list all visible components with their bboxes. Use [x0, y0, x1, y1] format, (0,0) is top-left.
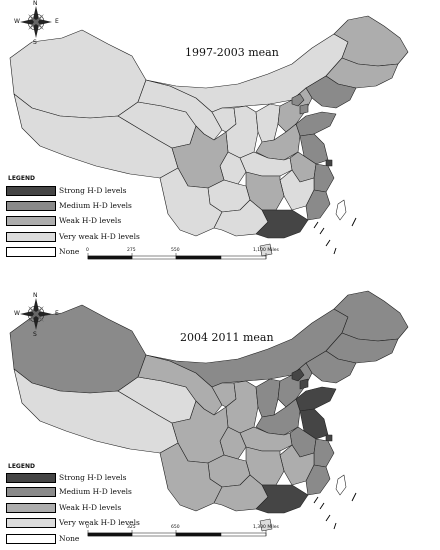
region-heilongjiang	[333, 15, 409, 67]
compass-rose-icon	[20, 6, 52, 38]
nine-dash-line	[313, 492, 357, 530]
legend-heading: LEGEND	[8, 175, 35, 182]
legend-swatch	[6, 518, 56, 528]
region-zhejiang	[313, 163, 335, 193]
legend-label: Medium H-D levels	[59, 201, 132, 210]
compass-west-label: W	[14, 310, 20, 317]
scale-label: 0	[86, 248, 89, 253]
scale-label: 1,300 Miles	[253, 525, 279, 530]
legend-label: Strong H-D levels	[59, 473, 127, 482]
legend-heading: LEGEND	[8, 463, 35, 470]
compass-south-label: S	[33, 331, 37, 338]
compass-west-label: W	[14, 18, 20, 25]
region-shanxi	[255, 378, 281, 418]
region-heilongjiang	[333, 290, 409, 342]
legend-label: Weak H-D levels	[59, 503, 122, 512]
region-xinjiang	[9, 29, 147, 119]
map-panel-2004-2011: N S W E 2004 2011 mean LEGEND Strong H-D…	[0, 275, 440, 550]
china-map-2004-2011	[9, 290, 409, 537]
scale-label: 275	[127, 248, 136, 253]
scale-bar	[87, 530, 267, 537]
map-title: 1997-2003 mean	[185, 46, 279, 59]
legend-label: Very weak H-D levels	[59, 232, 140, 241]
scale-label: 325	[127, 525, 136, 530]
compass-east-label: E	[55, 18, 59, 25]
legend-swatch	[6, 232, 56, 242]
compass-north-label: N	[33, 292, 38, 299]
region-taiwan	[335, 474, 347, 496]
legend-swatch	[6, 487, 56, 497]
scale-bar	[87, 253, 267, 260]
legend-swatch	[6, 216, 56, 226]
map-panel-1997-2003: N S W E 1997-2003 mean LEGEND Strong H-D…	[6, 0, 409, 260]
region-beijing	[291, 93, 305, 107]
region-guangdong	[255, 484, 309, 514]
region-hainan	[259, 518, 273, 532]
region-zhejiang	[313, 438, 335, 468]
region-henan	[255, 398, 301, 436]
region-taiwan	[335, 199, 347, 221]
compass-south-label: S	[33, 39, 37, 46]
legend-swatch	[6, 247, 56, 257]
scale-label: 550	[171, 248, 180, 253]
legend-label: Weak H-D levels	[59, 216, 122, 225]
region-beijing	[291, 368, 305, 382]
scale-label: 650	[171, 525, 180, 530]
region-henan	[255, 123, 301, 161]
region-tianjin	[299, 103, 309, 115]
scale-label: 0	[86, 525, 89, 530]
legend-label: Very weak H-D levels	[59, 518, 140, 527]
nine-dash-line	[313, 217, 357, 255]
region-shanxi	[255, 103, 281, 143]
compass-north-label: N	[33, 0, 38, 7]
region-shanghai	[325, 159, 333, 167]
compass-east-label: E	[55, 310, 59, 317]
legend-swatch	[6, 473, 56, 483]
legend-swatch	[6, 186, 56, 196]
legend-swatch	[6, 503, 56, 513]
compass-rose-icon	[20, 298, 52, 330]
map-title: 2004 2011 mean	[180, 331, 274, 344]
legend-label: Strong H-D levels	[59, 186, 127, 195]
scale-label: 1,100 Miles	[253, 248, 279, 253]
legend-swatch	[6, 534, 56, 544]
region-tianjin	[299, 378, 309, 390]
region-guangdong	[255, 209, 309, 239]
legend-label: None	[59, 534, 80, 543]
region-xinjiang	[9, 304, 147, 394]
region-hainan	[259, 243, 273, 257]
region-shanghai	[325, 434, 333, 442]
legend-label: None	[59, 247, 80, 256]
legend-swatch	[6, 201, 56, 211]
legend-label: Medium H-D levels	[59, 487, 132, 496]
china-map-1997-2003	[9, 6, 409, 260]
